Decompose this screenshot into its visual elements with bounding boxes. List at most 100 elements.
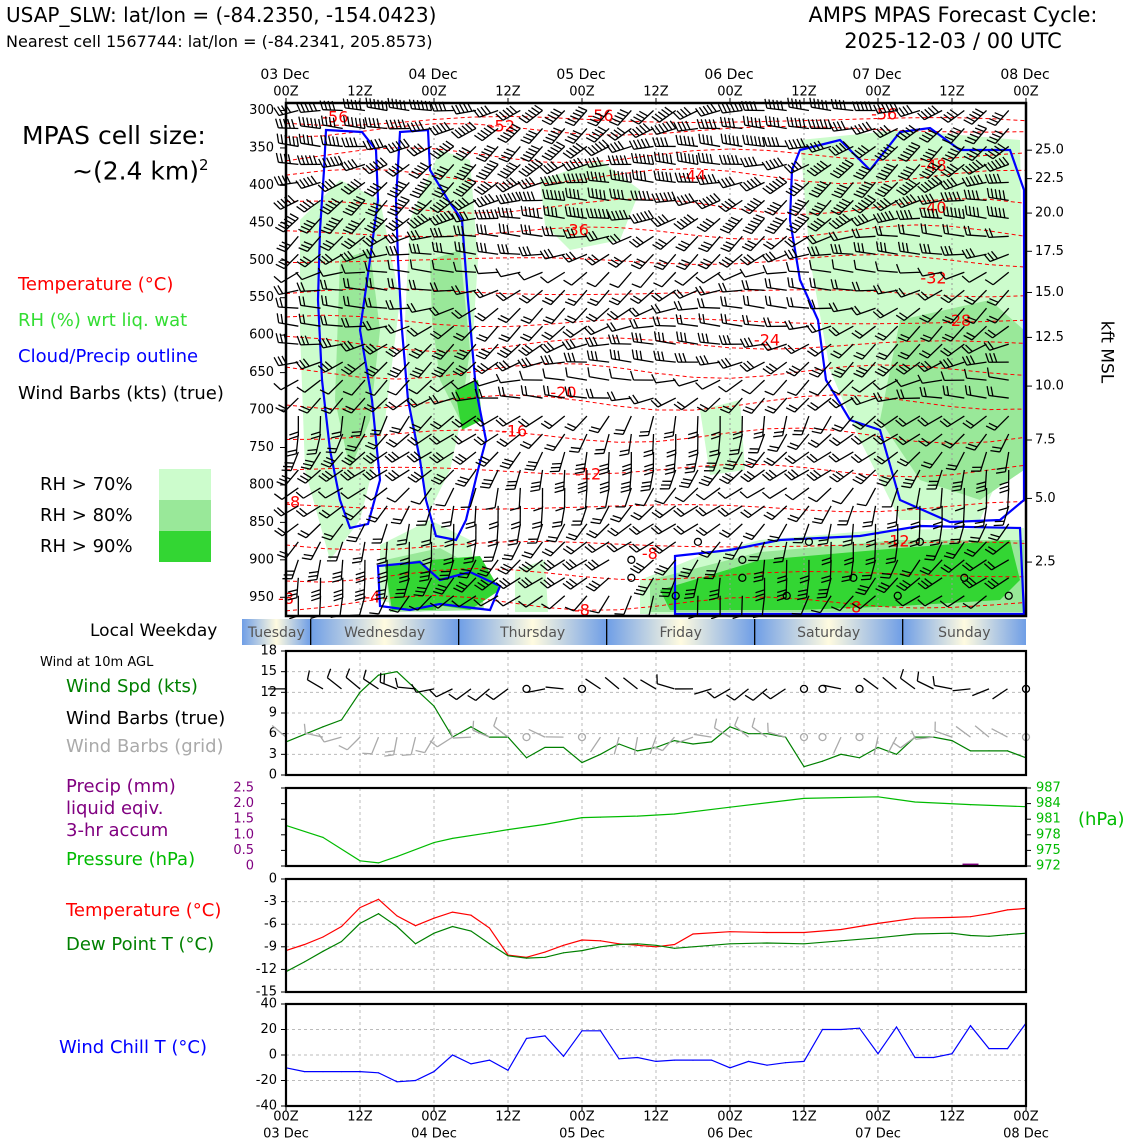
wind-speed-line-point <box>747 733 750 735</box>
barb-feather <box>577 481 588 486</box>
wind-barb <box>409 415 433 432</box>
barb-feather <box>918 352 928 359</box>
barb-staff <box>547 577 566 589</box>
barb-staff <box>770 361 788 375</box>
barb-feather <box>528 130 538 136</box>
barb-feather <box>344 366 353 373</box>
barb-staff <box>578 433 588 453</box>
barb-feather <box>923 461 933 466</box>
barb-staff <box>367 270 388 273</box>
barb-feather <box>509 105 518 113</box>
barb-feather <box>930 162 940 168</box>
barb-staff <box>725 199 743 213</box>
barb-feather <box>546 444 556 448</box>
barb-feather <box>810 222 820 230</box>
barb-feather <box>331 217 341 222</box>
wind-barb <box>394 577 410 599</box>
barb-feather <box>543 164 552 173</box>
wind-barb <box>396 523 410 546</box>
barb-feather <box>811 430 822 434</box>
barb-feather <box>394 217 404 224</box>
barb-feather <box>431 355 441 360</box>
barb-feather <box>499 438 509 445</box>
barb-feather <box>961 564 971 572</box>
barb-feather <box>620 189 625 200</box>
barb-staff <box>391 451 410 463</box>
barb-feather <box>499 465 510 470</box>
top-hour-label: 00Z <box>717 85 743 100</box>
barb-feather <box>633 592 644 596</box>
wind-barb <box>698 541 721 558</box>
barb-feather <box>355 589 365 593</box>
wind-barb <box>387 181 410 198</box>
barb-feather <box>944 135 954 141</box>
barb-feather <box>931 177 940 185</box>
barb-feather <box>967 136 977 142</box>
barb-staff <box>351 379 366 396</box>
wind-barb <box>807 217 832 232</box>
barb-feather <box>525 357 532 366</box>
wind-barb <box>961 343 987 354</box>
wind-barb <box>406 229 432 241</box>
barb-feather <box>661 214 669 223</box>
barb-feather <box>666 449 676 454</box>
barb-feather <box>369 469 378 477</box>
barb-staff <box>678 340 699 345</box>
barb-feather <box>656 137 661 147</box>
top-hour-label: 12Z <box>347 85 373 100</box>
surface-barb-grid <box>818 732 827 742</box>
barb-staff <box>525 595 543 608</box>
barb-feather <box>387 372 397 378</box>
wind-barb <box>410 487 433 505</box>
barb-feather <box>894 378 902 387</box>
wind-barb <box>807 433 832 448</box>
barb-feather <box>524 385 528 396</box>
barb-feather <box>851 281 857 292</box>
barb-feather <box>341 515 351 521</box>
barb-feather <box>720 313 724 324</box>
wind-barb <box>450 285 477 296</box>
barb-staff <box>952 688 971 692</box>
barb-feather <box>678 574 688 578</box>
wind-barb <box>631 271 655 289</box>
barb-feather <box>723 467 733 471</box>
barb-feather <box>397 539 407 542</box>
barb-feather <box>809 211 819 217</box>
wind-barb <box>339 340 366 352</box>
barb-staff <box>988 376 1009 381</box>
barb-feather <box>541 551 551 557</box>
temperature-line-point <box>655 946 657 948</box>
isotherm-line <box>285 168 1027 185</box>
temperature-line-point <box>433 917 435 919</box>
barb-staff <box>300 142 321 148</box>
wind-barb <box>364 117 388 130</box>
barb-feather <box>520 157 530 162</box>
barb-feather <box>462 211 469 221</box>
wind-barb <box>799 559 810 584</box>
wind-barb <box>287 577 299 601</box>
barb-feather <box>661 332 665 343</box>
barb-feather <box>806 455 815 463</box>
barb-feather <box>876 128 884 137</box>
barb-staff <box>744 143 765 148</box>
weekday-band <box>754 619 903 645</box>
barb-feather <box>362 457 372 464</box>
wind-barb <box>895 433 921 446</box>
barb-feather <box>628 214 635 224</box>
barb-feather <box>341 137 346 147</box>
barb-feather <box>835 471 845 478</box>
barb-feather <box>518 170 527 177</box>
barb-feather <box>818 538 829 542</box>
wind-barb <box>609 188 632 202</box>
wind-barb <box>298 133 321 148</box>
barb-feather <box>522 191 528 201</box>
barb-feather <box>816 217 826 224</box>
barb-feather <box>701 333 705 343</box>
barb-feather <box>816 162 825 170</box>
precip-panel-frame <box>284 786 1028 868</box>
barb-feather <box>741 314 746 325</box>
wind-barb <box>919 207 943 219</box>
wind-barb <box>362 157 388 175</box>
wind-barb <box>940 559 965 573</box>
barb-feather <box>952 145 962 151</box>
